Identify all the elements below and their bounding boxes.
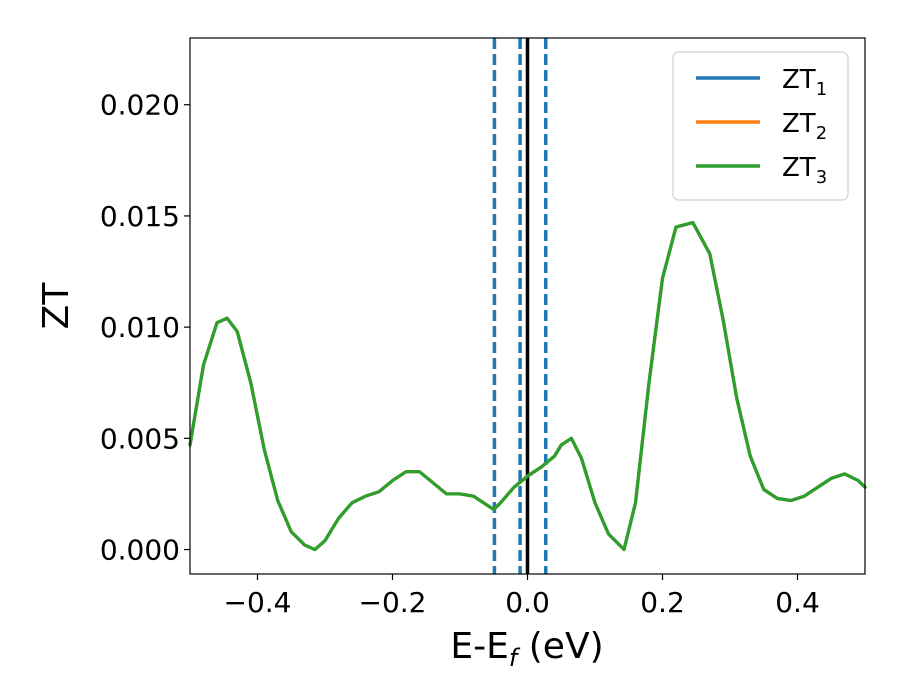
y-tick-label: 0.020 bbox=[100, 89, 180, 122]
x-axis-label-main: E-E bbox=[450, 626, 508, 667]
x-axis-label-suffix: (eV) bbox=[517, 626, 603, 667]
legend: ZT1 ZT2 ZT3 bbox=[672, 51, 849, 201]
x-tick-label: 0.0 bbox=[505, 586, 550, 619]
y-tick-label: 0.005 bbox=[100, 422, 180, 455]
legend-box bbox=[672, 51, 849, 201]
x-tick-label: 0.4 bbox=[775, 586, 820, 619]
x-tick-label: −0.2 bbox=[359, 586, 427, 619]
y-tick-label: 0.010 bbox=[100, 311, 180, 344]
x-tick-label: −0.4 bbox=[224, 586, 292, 619]
series-line-zt3 bbox=[188, 220, 867, 552]
y-axis-ticks: 0.000 0.005 0.010 0.015 0.020 bbox=[100, 89, 190, 567]
legend-label-zt2: ZT2 bbox=[782, 109, 827, 144]
legend-entries: ZT1 ZT2 ZT3 bbox=[696, 65, 827, 188]
vertical-lines bbox=[492, 38, 548, 574]
y-tick-label: 0.015 bbox=[100, 200, 180, 233]
legend-label-zt3: ZT3 bbox=[782, 153, 827, 188]
legend-label-zt1: ZT1 bbox=[782, 65, 827, 100]
x-axis-label: E-Ef (eV) bbox=[450, 626, 603, 672]
y-tick-label: 0.000 bbox=[100, 534, 180, 567]
x-tick-label: 0.2 bbox=[640, 586, 685, 619]
x-axis-ticks: −0.4 −0.2 0.0 0.2 0.4 bbox=[224, 574, 820, 619]
y-axis-label: ZT bbox=[36, 282, 77, 330]
series-lines bbox=[188, 220, 867, 552]
